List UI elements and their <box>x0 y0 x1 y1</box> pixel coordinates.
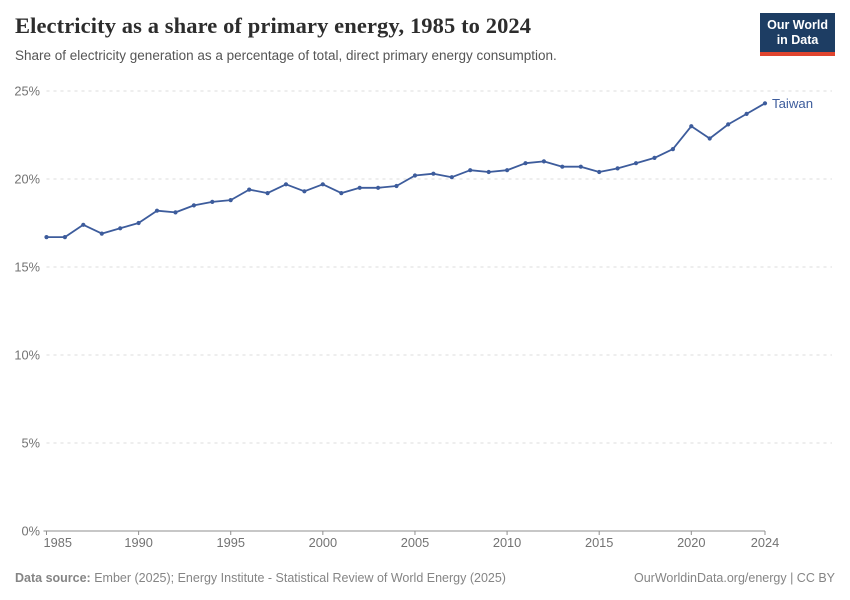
data-point-2023 <box>744 111 749 116</box>
data-point-2004 <box>394 183 399 189</box>
y-axis-tick-label: 5% <box>22 436 41 451</box>
x-axis-tick-label: 2020 <box>677 535 705 550</box>
data-point-2013 <box>560 164 565 169</box>
x-axis-tick-label: 2015 <box>585 535 613 550</box>
data-point-2006 <box>431 171 436 176</box>
page-title: Electricity as a share of primary energy… <box>15 13 532 38</box>
taiwan-series-line <box>45 102 766 239</box>
data-point-2003 <box>376 185 381 190</box>
owid-logo-line2: in Data <box>776 32 819 47</box>
data-point-2011 <box>523 161 528 166</box>
data-point-1998 <box>283 182 289 187</box>
data-point-2019 <box>670 147 676 152</box>
data-point-2007 <box>449 175 454 180</box>
license-note: OurWorldinData.org/energy | CC BY <box>633 570 835 585</box>
owid-logo: Our World in Data <box>760 13 835 56</box>
data-point-2021 <box>707 136 712 141</box>
data-point-1986 <box>62 235 67 240</box>
y-axis-tick-label: 25% <box>14 84 40 99</box>
data-point-2024 <box>762 101 768 106</box>
x-axis-tick-label: 1990 <box>124 535 152 550</box>
data-point-2015 <box>597 169 602 175</box>
data-point-2014 <box>578 164 583 169</box>
data-point-1987 <box>81 222 86 227</box>
chart-subtitle: Share of electricity generation as a per… <box>15 48 557 63</box>
y-axis-tick-label: 0% <box>22 524 41 539</box>
data-point-2010 <box>505 168 510 173</box>
data-point-2008 <box>468 168 473 173</box>
data-point-1995 <box>228 198 233 203</box>
data-point-1994 <box>210 199 215 204</box>
data-point-2001 <box>339 191 344 196</box>
data-point-1992 <box>173 210 178 215</box>
data-source-text: Ember (2025); Energy Institute - Statist… <box>90 570 506 585</box>
x-axis-tick-label: 1995 <box>216 535 244 550</box>
data-point-1997 <box>265 191 270 196</box>
x-axis-tick-label: 2024 <box>751 535 779 550</box>
x-axis-tick-label: 2000 <box>309 535 337 550</box>
series-end-label: Taiwan <box>772 96 813 111</box>
data-source-note: Data source: Ember (2025); Energy Instit… <box>15 570 506 586</box>
y-axis-tick-label: 10% <box>14 348 40 363</box>
data-point-2000 <box>320 182 325 187</box>
chart-header-text: Electricity as a share of primary energy… <box>15 12 557 65</box>
chart-header: Electricity as a share of primary energy… <box>15 12 835 65</box>
data-point-2012 <box>541 159 547 164</box>
y-axis-tick-label: 20% <box>14 172 40 187</box>
data-point-1996 <box>247 187 252 192</box>
data-source-label: Data source: <box>15 570 91 585</box>
data-point-1990 <box>136 220 141 226</box>
data-point-1985 <box>44 235 49 240</box>
data-point-1989 <box>118 226 123 231</box>
data-point-2005 <box>412 173 418 178</box>
data-point-1991 <box>154 208 160 213</box>
data-point-2018 <box>652 155 657 160</box>
data-point-2020 <box>689 124 694 129</box>
x-axis-tick-label: 2005 <box>401 535 429 550</box>
data-point-1999 <box>302 189 307 194</box>
data-point-1988 <box>99 231 104 236</box>
x-axis-tick-label: 2010 <box>493 535 521 550</box>
data-point-2017 <box>633 161 639 166</box>
data-point-1993 <box>191 203 196 208</box>
owid-logo-line1: Our World <box>767 18 828 32</box>
x-axis-tick-label: 1985 <box>44 535 72 550</box>
data-point-2022 <box>726 122 731 127</box>
data-point-2016 <box>615 166 620 171</box>
y-axis-tick-label: 15% <box>14 260 40 275</box>
chart-footer: Data source: Ember (2025); Energy Instit… <box>15 570 835 586</box>
data-point-2009 <box>486 169 491 175</box>
data-point-2002 <box>357 185 362 190</box>
